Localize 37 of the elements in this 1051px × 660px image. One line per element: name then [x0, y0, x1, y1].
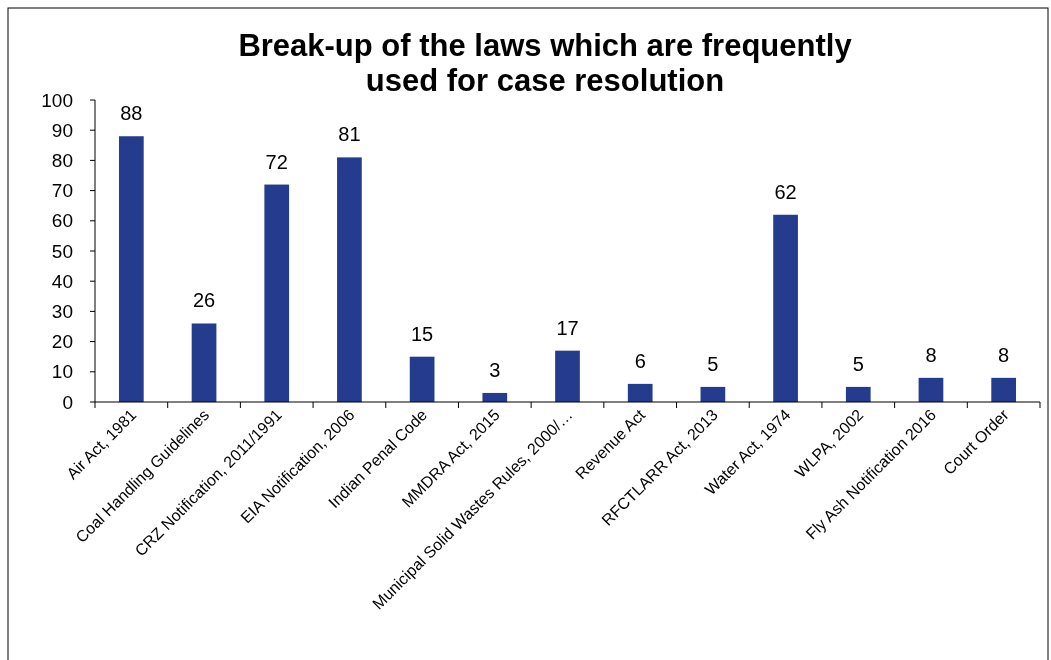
data-label: 5: [852, 352, 864, 375]
data-label: 5: [707, 352, 719, 375]
bar: [555, 350, 580, 402]
bar: [845, 386, 871, 402]
bar: [918, 377, 944, 402]
bar: [264, 184, 290, 402]
data-label: 81: [338, 123, 361, 146]
data-label: 17: [556, 316, 579, 339]
y-tick-label: 20: [51, 331, 73, 353]
data-label: 8: [998, 343, 1010, 366]
y-tick-label: 10: [51, 361, 73, 383]
bar: [991, 377, 1017, 402]
data-label: 8: [925, 343, 937, 366]
bar: [191, 323, 217, 402]
data-label: 62: [774, 180, 797, 203]
bar: [773, 214, 798, 402]
bar: [409, 356, 435, 402]
y-tick-label: 50: [51, 240, 73, 262]
data-label: 15: [410, 322, 434, 345]
data-label: 6: [634, 349, 646, 372]
y-tick-label: 30: [51, 301, 73, 323]
y-tick-label: 90: [51, 119, 73, 141]
data-label: 72: [265, 150, 288, 173]
bar: [700, 386, 726, 402]
y-tick-label: 100: [41, 89, 73, 111]
bar: [337, 157, 362, 402]
y-tick-label: 0: [62, 391, 73, 413]
bar: [118, 136, 144, 402]
data-label: 3: [489, 358, 501, 381]
chart-title: Break-up of the laws which are frequently used for case resolution: [238, 28, 853, 98]
data-label: 88: [120, 102, 143, 125]
y-tick-label: 60: [51, 210, 73, 232]
y-tick-label: 40: [51, 270, 73, 292]
y-tick-label: 70: [51, 180, 73, 202]
bar: [627, 383, 653, 402]
y-tick-label: 80: [51, 150, 73, 172]
data-label: 26: [192, 289, 216, 312]
